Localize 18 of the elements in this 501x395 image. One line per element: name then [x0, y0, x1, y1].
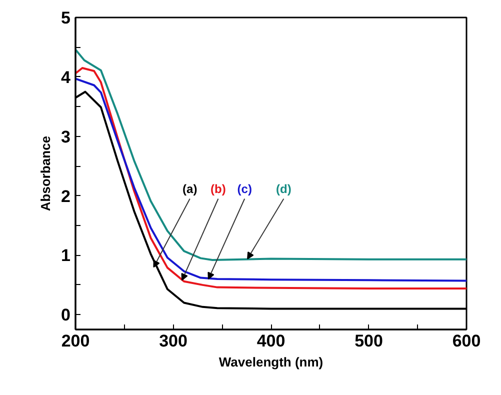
line-series	[76, 48, 466, 261]
x-axis-title: Wavelength (nm)	[218, 354, 324, 370]
y-tick-label: 5	[61, 8, 71, 28]
x-tick-label: 600	[452, 332, 481, 350]
y-tick-label: 2	[61, 186, 71, 206]
annotation: (a)	[182, 182, 198, 196]
y-tick-label: 1	[61, 246, 71, 266]
annotation: (c)	[237, 182, 252, 196]
y-tick-label: 0	[61, 306, 71, 325]
y-tick-label: 4	[61, 68, 72, 87]
x-tick-label: 200	[61, 332, 90, 350]
x-tick-label: 400	[256, 332, 286, 350]
y-axis-title: Absorbance	[38, 136, 54, 212]
annotation: (d)	[276, 182, 292, 196]
x-tick-label: 500	[354, 332, 383, 350]
y-tick-label: 3	[61, 127, 71, 146]
annotation: (b)	[210, 182, 226, 196]
x-tick-label: 300	[159, 332, 188, 350]
